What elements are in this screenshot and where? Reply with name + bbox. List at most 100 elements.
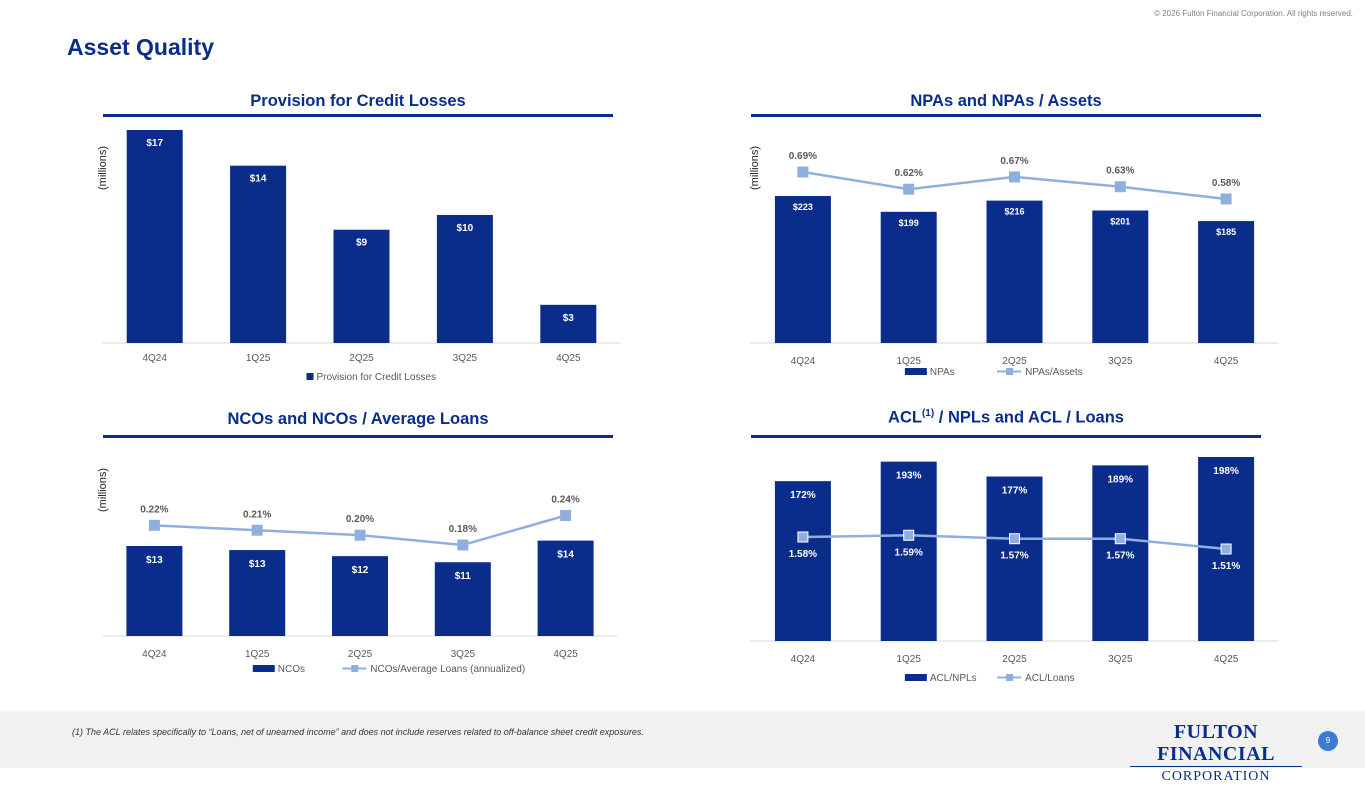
acl-line-marker <box>797 531 809 543</box>
footnote: (1) The ACL relates specifically to “Loa… <box>72 727 644 737</box>
npa-bar <box>774 196 831 343</box>
npa-line-marker <box>1009 171 1020 183</box>
provision-bar <box>230 165 287 343</box>
acl-line-label: 1.57% <box>1106 551 1134 562</box>
provision-bar <box>126 130 183 343</box>
npa-line-label: 0.67% <box>1000 156 1028 167</box>
copyright: © 2026 Fulton Financial Corporation. All… <box>1154 9 1353 18</box>
nco-x-tick-label: 3Q25 <box>451 649 476 660</box>
charts-canvas: (millions) $17 4Q24 $14 1Q25 $9 2Q25 $10 3Q25 $3 4… <box>97 130 1279 684</box>
acl-bar-label: 193% <box>896 471 922 482</box>
provision-bar-label: $3 <box>563 313 575 324</box>
npa-legend-line-label: NPAs/Assets <box>1025 367 1083 378</box>
acl-bar-label: 198% <box>1213 466 1239 477</box>
provision-legend-label: Provision for Credit Losses <box>317 372 437 383</box>
acl-bar-label: 177% <box>1002 486 1028 497</box>
nco-x-tick-label: 1Q25 <box>245 649 270 660</box>
npa-line-label: 0.58% <box>1212 178 1240 189</box>
npa-bar-label: $185 <box>1216 227 1236 237</box>
npa-x-tick-label: 3Q25 <box>1108 356 1133 367</box>
provision-y-axis-label: (millions) <box>97 146 109 190</box>
npa-bar-label: $199 <box>899 218 919 228</box>
nco-title-rule <box>103 435 613 438</box>
acl-bar <box>880 461 937 641</box>
acl-bar-label: 189% <box>1108 474 1134 485</box>
acl-line-marker <box>1009 533 1020 545</box>
nco-line-label: 0.24% <box>551 495 579 506</box>
acl-line-marker <box>1114 533 1126 545</box>
npa-bar-label: $216 <box>1004 207 1024 217</box>
acl-x-tick-label: 4Q25 <box>1214 654 1239 665</box>
npa-bar <box>1092 210 1149 343</box>
acl-legend-bar-swatch <box>904 674 927 681</box>
provision-bar-label: $17 <box>146 138 163 149</box>
acl-line-label: 1.57% <box>1000 551 1028 562</box>
nco-bar <box>229 550 286 636</box>
npa-bar <box>880 211 937 343</box>
npa-line-label: 0.69% <box>789 151 817 162</box>
acl-line-label: 1.59% <box>895 547 923 558</box>
nco-line-marker <box>457 539 469 551</box>
npa-line-marker <box>903 183 915 195</box>
provision-bar-label: $14 <box>250 174 267 185</box>
npa-bar <box>986 200 1043 343</box>
nco-bar-label: $11 <box>455 571 472 582</box>
nco-x-tick-label: 4Q24 <box>142 649 167 660</box>
nco-legend-bar-swatch <box>252 665 275 672</box>
acl-x-tick-label: 3Q25 <box>1108 654 1133 665</box>
nco-bar-label: $12 <box>352 565 369 576</box>
nco-x-tick-label: 4Q25 <box>553 649 578 660</box>
nco-bar-label: $14 <box>557 550 574 561</box>
nco-bar <box>537 540 594 636</box>
nco-line-marker <box>148 519 160 531</box>
provision-legend-swatch <box>306 373 314 380</box>
logo-line2: CORPORATION <box>1161 769 1271 784</box>
acl-bar-label: 172% <box>790 490 816 501</box>
acl-line-marker <box>1220 543 1232 555</box>
nco-line-label: 0.22% <box>140 504 168 515</box>
npa-line-label: 0.63% <box>1106 166 1134 177</box>
acl-chart-title: ACL(1) / NPLs and ACL / Loans <box>751 408 1261 428</box>
npa-x-tick-label: 1Q25 <box>896 356 921 367</box>
nco-line-marker <box>251 524 263 536</box>
nco-legend-line-marker <box>351 665 359 672</box>
npa-title-rule <box>751 114 1261 117</box>
npa-legend-line-marker <box>1006 368 1014 375</box>
acl-legend-line-marker <box>1006 674 1014 681</box>
nco-bar <box>434 562 491 636</box>
provision-title-rule <box>103 114 613 117</box>
acl-line-label: 1.51% <box>1212 561 1240 572</box>
npa-chart-title: NPAs and NPAs / Assets <box>910 92 1102 110</box>
npa-line-marker <box>1114 181 1126 193</box>
provision-x-tick-label: 3Q25 <box>453 353 478 364</box>
npa-line-marker <box>1220 193 1232 205</box>
acl-legend-bar-label: ACL/NPLs <box>930 673 977 684</box>
nco-bar <box>126 546 183 636</box>
npa-y-axis-label: (millions) <box>749 146 761 190</box>
nco-line-label: 0.21% <box>243 509 271 520</box>
acl-legend-line-label: ACL/Loans <box>1025 673 1074 684</box>
acl-bar <box>986 476 1043 641</box>
provision-bar-label: $9 <box>356 238 368 249</box>
nco-legend-bar-label: NCOs <box>278 664 305 675</box>
company-logo: FULTON FINANCIAL CORPORATION <box>1130 721 1302 785</box>
npa-legend-bar-label: NPAs <box>930 367 955 378</box>
provision-x-tick-label: 2Q25 <box>349 353 374 364</box>
npa-x-tick-label: 4Q24 <box>791 356 816 367</box>
nco-line-label: 0.18% <box>449 524 477 535</box>
npa-bar-label: $223 <box>793 202 813 212</box>
nco-bar-label: $13 <box>249 559 266 570</box>
page-number: 9 <box>1318 731 1338 751</box>
npa-bar <box>1198 221 1255 343</box>
nco-line-label: 0.20% <box>346 514 374 525</box>
nco-line-marker <box>354 529 366 541</box>
provision-x-tick-label: 1Q25 <box>246 353 271 364</box>
npa-bar-label: $201 <box>1110 217 1130 227</box>
provision-x-tick-label: 4Q25 <box>556 353 581 364</box>
acl-title-rest: / NPLs and ACL / Loans <box>934 408 1124 427</box>
page-title: Asset Quality <box>67 34 214 60</box>
provision-bar-label: $10 <box>457 223 474 234</box>
acl-title-rule <box>751 435 1261 438</box>
provision-bar <box>540 304 597 343</box>
nco-chart-title: NCOs and NCOs / Average Loans <box>227 410 489 428</box>
